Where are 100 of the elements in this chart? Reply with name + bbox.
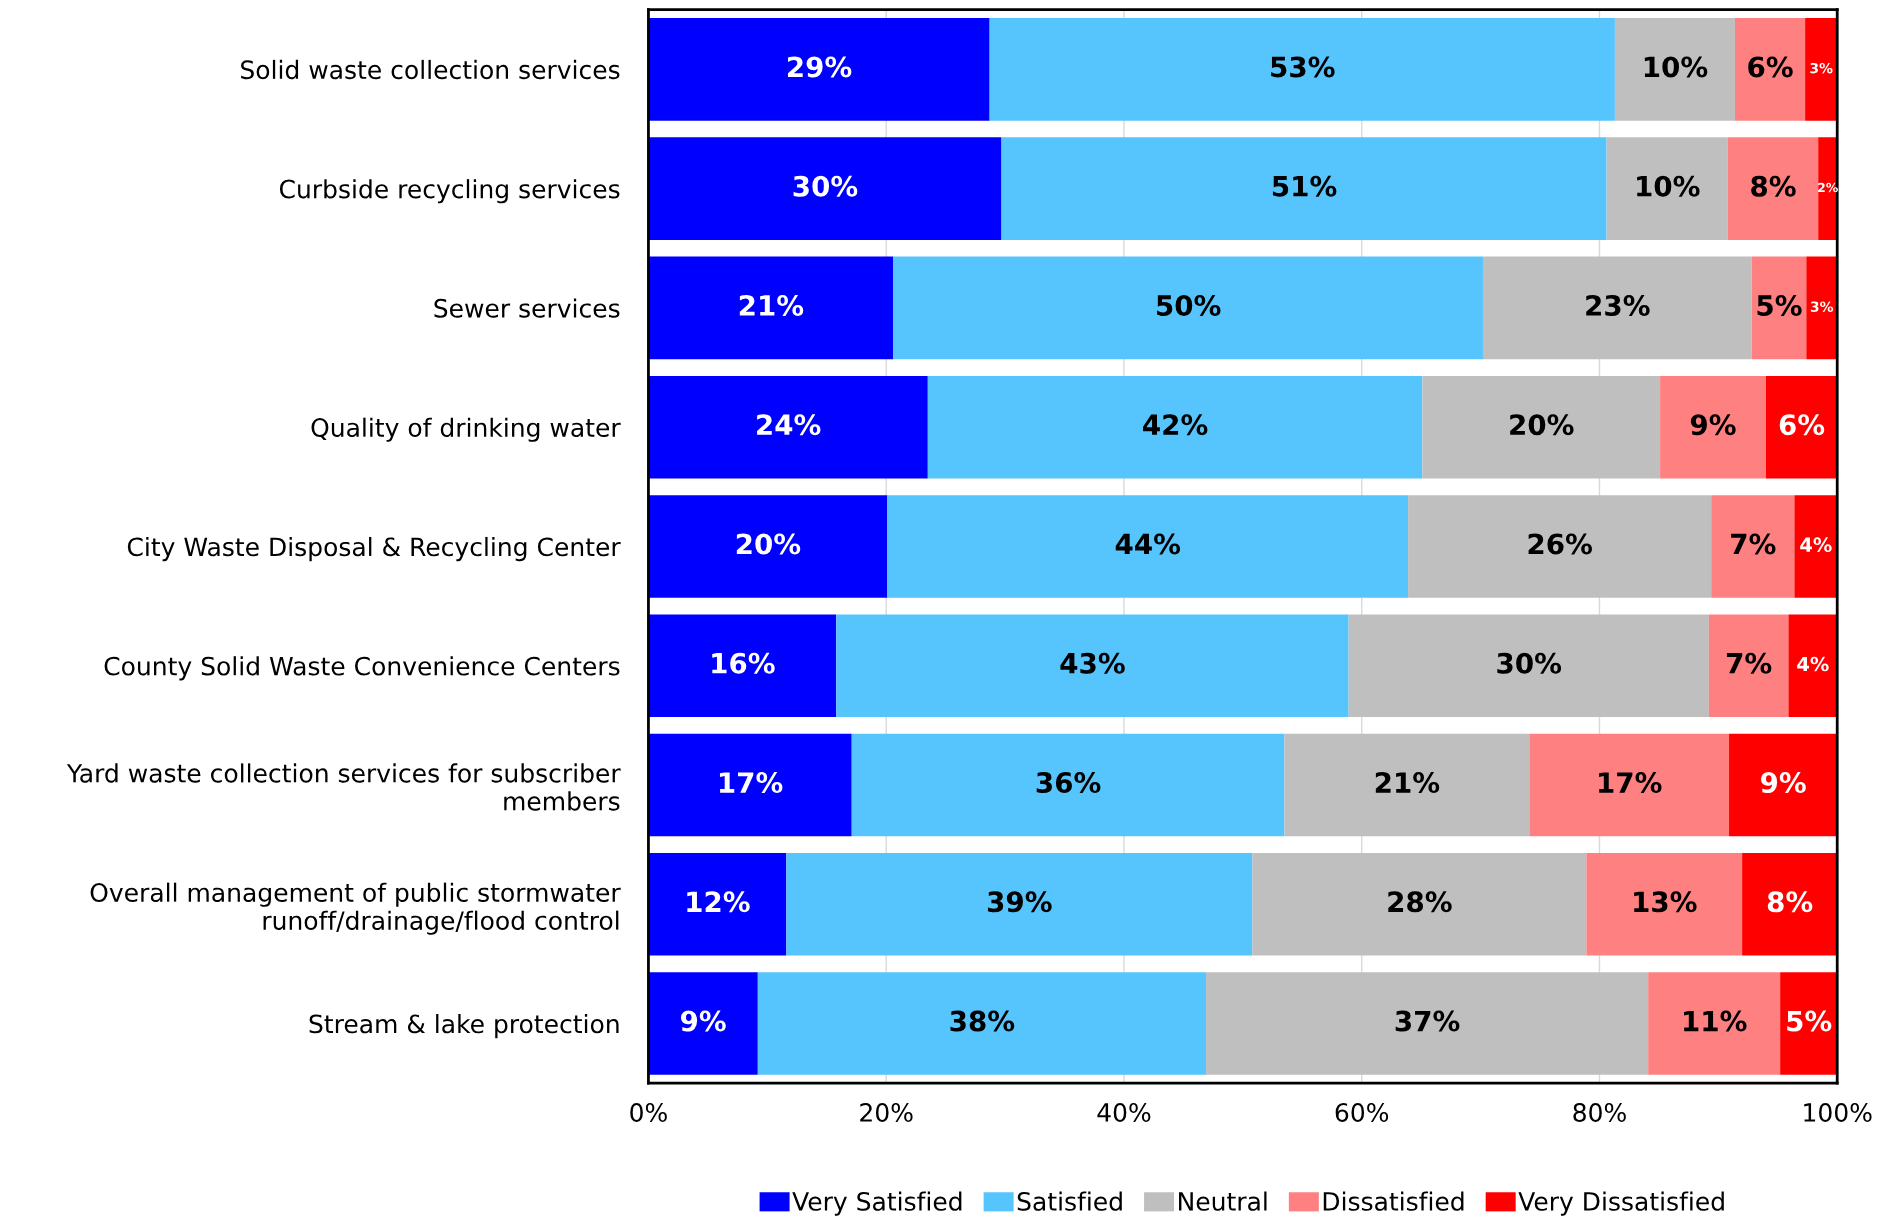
bar — [1734, 18, 1806, 121]
data-label: 4% — [1797, 656, 1829, 672]
x-tick-label: 80% — [1573, 1103, 1626, 1122]
data-label: 13% — [1634, 891, 1697, 913]
data-label: 7% — [1726, 652, 1772, 674]
data-label: 39% — [987, 891, 1052, 913]
data-label: 5% — [1787, 1010, 1832, 1032]
data-label: 20% — [736, 533, 801, 555]
data-label: 50% — [1157, 294, 1221, 316]
data-label: 4% — [1800, 537, 1832, 553]
data-label: 12% — [687, 891, 750, 913]
bar — [1348, 614, 1709, 717]
bar — [887, 495, 1409, 598]
data-label: 6% — [1748, 56, 1793, 78]
bar — [1284, 733, 1530, 837]
data-label: 8% — [1767, 891, 1813, 913]
bar — [1205, 972, 1649, 1075]
bar — [648, 375, 928, 479]
data-label: 21% — [1375, 772, 1440, 794]
data-label: 36% — [1036, 772, 1101, 794]
data-label: 51% — [1272, 175, 1337, 197]
bar — [648, 495, 888, 598]
bar — [1708, 614, 1789, 717]
x-tick-label: 100% — [1804, 1103, 1872, 1122]
bar — [1408, 495, 1712, 598]
bar — [648, 137, 1002, 240]
x-tick-label: 40% — [1097, 1103, 1151, 1122]
bar — [836, 614, 1349, 717]
bar — [1742, 852, 1838, 956]
bar — [1765, 375, 1838, 479]
bar — [1727, 137, 1819, 240]
bar — [1788, 614, 1838, 717]
data-label: 43% — [1060, 652, 1125, 674]
data-label: 10% — [1644, 56, 1708, 78]
y-tick-label: Stream & lake protection — [309, 1014, 619, 1039]
data-label: 8% — [1751, 175, 1796, 197]
data-label: 42% — [1143, 414, 1208, 436]
x-tick-label: 20% — [860, 1103, 913, 1122]
bar — [648, 852, 787, 956]
bar — [1818, 137, 1838, 240]
legend-label: Neutral — [1179, 1191, 1267, 1211]
data-label: 7% — [1731, 533, 1776, 555]
bar — [1586, 852, 1743, 956]
bar — [989, 18, 1615, 121]
x-tick-label: 60% — [1335, 1103, 1389, 1122]
bar — [1648, 972, 1781, 1075]
y-tick-label: Quality of drinking water — [311, 417, 621, 442]
y-tick-label: City Waste Disposal & Recycling Center — [127, 536, 621, 562]
data-label: 9% — [680, 1010, 726, 1032]
legend-label: Very Dissatisfied — [1518, 1191, 1724, 1216]
data-label: 37% — [1395, 1010, 1460, 1032]
data-label: 9% — [1690, 414, 1736, 436]
bar — [648, 972, 758, 1075]
data-label: 3% — [1810, 62, 1833, 74]
bar — [1660, 375, 1766, 479]
bar — [1780, 972, 1838, 1075]
data-label: 11% — [1684, 1010, 1747, 1032]
bar — [1711, 495, 1795, 598]
data-label: 30% — [1497, 652, 1562, 674]
y-tick-label: Overall management of public stormwater runoff/drainage/flood control — [90, 882, 621, 935]
bar — [1422, 375, 1661, 479]
bar — [1794, 495, 1838, 598]
data-label: 28% — [1388, 891, 1452, 913]
data-label: 16% — [712, 652, 775, 674]
data-label: 53% — [1271, 56, 1335, 78]
bar — [786, 852, 1253, 956]
y-tick-label: Yard waste collection services for subscriber members — [66, 763, 621, 811]
x-tick-label: 0% — [630, 1103, 667, 1122]
data-label: 24% — [757, 414, 821, 436]
bar — [1806, 256, 1838, 360]
data-label: 6% — [1779, 414, 1825, 436]
bar — [1529, 733, 1730, 837]
data-label: 30% — [793, 175, 858, 197]
bar — [1001, 137, 1607, 240]
data-label: 29% — [787, 56, 852, 78]
bar — [1482, 256, 1752, 360]
y-tick-label: County Solid Waste Convenience Centers — [104, 656, 620, 681]
data-label: 38% — [950, 1010, 1015, 1032]
bar — [757, 972, 1206, 1075]
bar — [927, 375, 1423, 479]
data-label: 44% — [1115, 533, 1181, 555]
y-tick-label: Solid waste collection services — [241, 59, 620, 80]
bar — [648, 18, 990, 121]
data-label: 17% — [719, 772, 783, 794]
legend-label: Satisfied — [1017, 1191, 1122, 1211]
data-label: 20% — [1510, 414, 1574, 436]
bar — [1606, 137, 1728, 240]
data-label: 10% — [1637, 175, 1700, 197]
data-label: 9% — [1760, 772, 1806, 794]
data-label: 3% — [1810, 301, 1834, 312]
y-tick-label: Sewer services — [434, 298, 620, 318]
data-label: 23% — [1586, 294, 1650, 316]
bar — [648, 733, 852, 837]
bar — [1614, 18, 1735, 121]
legend-label: Very Satisfied — [792, 1191, 962, 1216]
data-label: 17% — [1599, 772, 1662, 794]
legend-label: Dissatisfied — [1323, 1191, 1464, 1211]
y-tick-label: Curbside recycling services — [279, 179, 620, 204]
data-label: 21% — [739, 294, 804, 316]
data-label: 5% — [1757, 294, 1802, 316]
